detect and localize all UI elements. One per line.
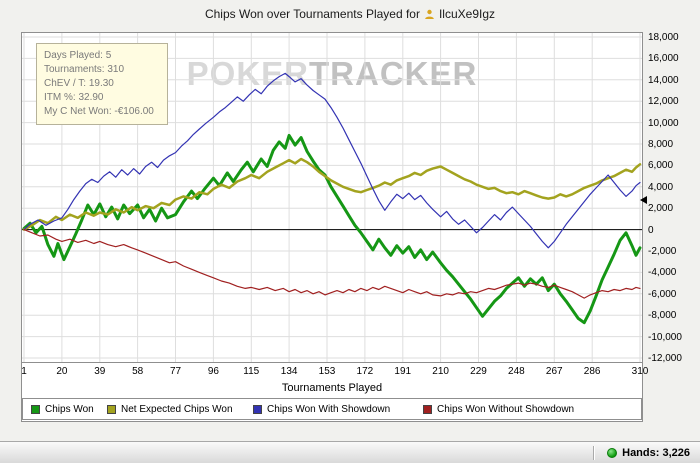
y-tick-label: 18,000 [648, 32, 679, 43]
stat-net-won: My C Net Won: -€106.00 [44, 106, 154, 117]
legend-entry-net-expected: Net Expected Chips Won [107, 399, 233, 419]
y-tick-label: 10,000 [648, 117, 679, 129]
hands-count: Hands: 3,226 [622, 446, 690, 459]
x-axis-title: Tournaments Played [281, 382, 383, 394]
legend: Chips Won Net Expected Chips Won Chips W… [22, 398, 642, 420]
x-tick-label: 172 [356, 366, 374, 377]
y-tick-label: -4,000 [648, 267, 677, 279]
x-tick-label: 58 [132, 366, 144, 377]
legend-label: Net Expected Chips Won [121, 403, 233, 415]
stat-days-played: Days Played: 5 [44, 50, 112, 61]
x-tick-label: 20 [56, 366, 68, 377]
chart-canvas [22, 33, 642, 362]
x-axis-tick-labels: 1 20 39 58 77 96 115 134 153 172 191 210 229 248 267 28… [21, 366, 648, 378]
x-tick-label: 1 [21, 366, 27, 377]
chart-title: Chips Won over Tournaments Played for Il… [0, 7, 700, 21]
plot-area[interactable]: POKERTRACKER Days Played: 5 Tournaments:… [22, 33, 642, 363]
y-axis-tick-labels: 18,000 16,000 14,000 12,000 10,000 8,000 6,000… [640, 32, 700, 364]
player-name: IlcuXe9Igz [438, 7, 496, 21]
y-tick-label: 0 [648, 224, 654, 236]
x-tick-label: 310 [631, 366, 649, 377]
database-status-icon [607, 447, 618, 458]
y-tick-label: 12,000 [648, 96, 679, 108]
chart-title-text: Chips Won over Tournaments Played for [204, 7, 420, 21]
hands-status[interactable]: Hands: 3,226 [593, 442, 700, 463]
chart-panel: POKERTRACKER Days Played: 5 Tournaments:… [21, 32, 648, 422]
x-tick-label: 77 [169, 366, 182, 377]
x-tick-label: 134 [280, 366, 298, 377]
x-tick-label: 267 [545, 366, 563, 377]
legend-swatch-chips-won [31, 404, 40, 414]
x-tick-label: 210 [432, 366, 449, 377]
y-tick-label: -10,000 [648, 331, 682, 343]
legend-swatch-without-showdown [423, 404, 432, 414]
legend-label: Chips Won With Showdown [267, 403, 391, 415]
y-tick-label: 4,000 [648, 181, 674, 193]
stat-tournaments: Tournaments: 310 [44, 64, 125, 75]
legend-swatch-with-showdown [253, 404, 262, 414]
x-tick-label: 229 [470, 366, 487, 377]
y-tick-label: 6,000 [648, 160, 674, 172]
stat-chev-per-t: ChEV / T: 19.30 [44, 78, 114, 89]
x-tick-label: 153 [318, 366, 336, 377]
stats-box: Days Played: 5 Tournaments: 310 ChEV / T… [36, 43, 168, 125]
legend-label: Chips Won [45, 403, 94, 415]
player-icon [424, 9, 435, 20]
y-tick-label: -8,000 [648, 310, 677, 322]
status-separator [593, 445, 595, 460]
y-tick-label: 8,000 [648, 139, 674, 150]
y-tick-label: -12,000 [648, 353, 682, 364]
axis-marker-arrow [640, 195, 647, 204]
x-tick-label: 248 [508, 366, 525, 377]
x-tick-label: 191 [394, 366, 412, 377]
y-tick-label: -6,000 [648, 288, 677, 300]
legend-label: Chips Won Without Showdown [437, 403, 575, 415]
y-tick-label: 16,000 [648, 53, 679, 65]
status-bar: Hands: 3,226 [0, 441, 700, 463]
x-tick-label: 115 [243, 366, 260, 377]
y-tick-label: 2,000 [648, 203, 674, 215]
legend-entry-chips-won: Chips Won [31, 399, 94, 419]
y-tick-label: 14,000 [648, 74, 679, 86]
legend-swatch-net-expected [107, 404, 116, 414]
x-tick-label: 96 [207, 366, 219, 377]
legend-entry-without-showdown: Chips Won Without Showdown [423, 399, 574, 419]
y-tick-label: -2,000 [648, 246, 677, 257]
stat-itm-pct: ITM %: 32.90 [44, 92, 104, 103]
legend-entry-with-showdown: Chips Won With Showdown [253, 399, 390, 419]
x-tick-label: 39 [94, 366, 106, 377]
x-tick-label: 286 [583, 366, 601, 377]
